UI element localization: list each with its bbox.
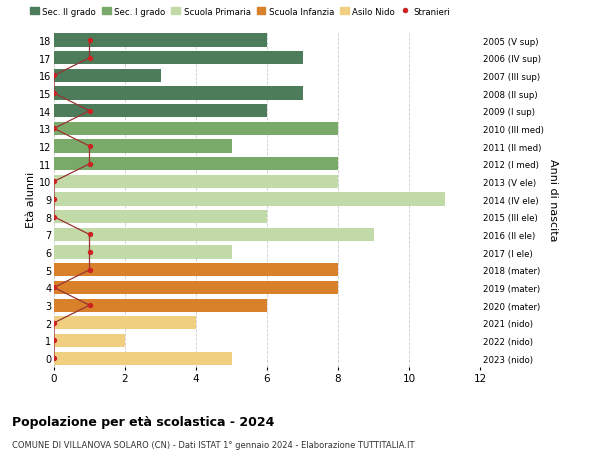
Bar bbox=[54, 175, 338, 189]
Point bbox=[49, 90, 59, 97]
Y-axis label: Anni di nascita: Anni di nascita bbox=[548, 158, 557, 241]
Bar bbox=[54, 281, 338, 295]
Point bbox=[49, 179, 59, 186]
Point bbox=[85, 55, 94, 62]
Point bbox=[49, 73, 59, 80]
Bar bbox=[54, 246, 232, 259]
Point bbox=[49, 213, 59, 221]
Point bbox=[49, 355, 59, 362]
Point bbox=[85, 161, 94, 168]
Bar bbox=[54, 140, 232, 153]
Bar bbox=[54, 34, 267, 48]
Point bbox=[85, 267, 94, 274]
Bar bbox=[54, 299, 267, 312]
Point bbox=[49, 319, 59, 327]
Y-axis label: Età alunni: Età alunni bbox=[26, 172, 36, 228]
Bar bbox=[54, 334, 125, 347]
Point bbox=[85, 37, 94, 45]
Bar bbox=[54, 70, 161, 83]
Bar bbox=[54, 87, 302, 101]
Point bbox=[85, 108, 94, 115]
Point bbox=[49, 196, 59, 203]
Bar bbox=[54, 263, 338, 277]
Point bbox=[49, 337, 59, 344]
Point bbox=[49, 284, 59, 291]
Point bbox=[85, 249, 94, 256]
Bar bbox=[54, 352, 232, 365]
Bar bbox=[54, 52, 302, 65]
Bar bbox=[54, 211, 267, 224]
Bar bbox=[54, 317, 196, 330]
Bar bbox=[54, 158, 338, 171]
Bar bbox=[54, 105, 267, 118]
Text: Popolazione per età scolastica - 2024: Popolazione per età scolastica - 2024 bbox=[12, 415, 274, 428]
Bar bbox=[54, 123, 338, 136]
Point bbox=[85, 302, 94, 309]
Point bbox=[49, 125, 59, 133]
Point bbox=[85, 143, 94, 151]
Bar bbox=[54, 193, 445, 206]
Point bbox=[85, 231, 94, 239]
Bar bbox=[54, 228, 373, 241]
Text: COMUNE DI VILLANOVA SOLARO (CN) - Dati ISTAT 1° gennaio 2024 - Elaborazione TUTT: COMUNE DI VILLANOVA SOLARO (CN) - Dati I… bbox=[12, 440, 415, 449]
Legend: Sec. II grado, Sec. I grado, Scuola Primaria, Scuola Infanzia, Asilo Nido, Stran: Sec. II grado, Sec. I grado, Scuola Prim… bbox=[27, 4, 453, 20]
